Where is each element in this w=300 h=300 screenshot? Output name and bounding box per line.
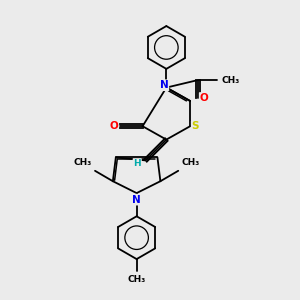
Text: N: N [160, 80, 168, 90]
Text: H: H [134, 159, 141, 168]
Text: O: O [110, 121, 118, 131]
Text: N: N [132, 195, 141, 205]
Text: CH₃: CH₃ [128, 274, 146, 284]
Text: O: O [200, 93, 208, 103]
Text: CH₃: CH₃ [221, 76, 240, 85]
Text: CH₃: CH₃ [73, 158, 92, 167]
Text: CH₃: CH₃ [182, 158, 200, 167]
Text: S: S [192, 121, 199, 131]
